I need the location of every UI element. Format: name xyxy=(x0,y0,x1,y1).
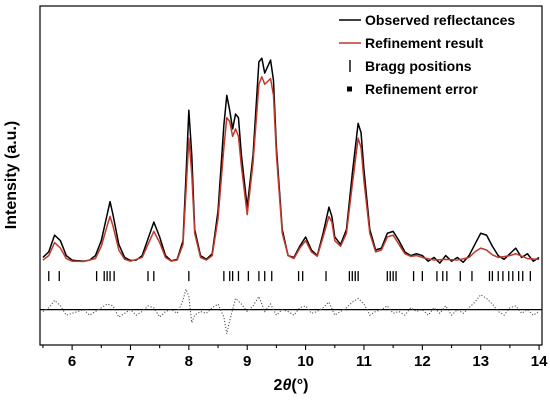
x-tick-label: 9 xyxy=(243,353,251,370)
legend-item: Refinement result xyxy=(339,35,484,51)
x-axis-title-symbol: θ xyxy=(282,377,291,394)
x-tick-label: 7 xyxy=(126,353,134,370)
x-tick-label: 10 xyxy=(297,353,314,370)
legend-square-icon xyxy=(347,86,352,92)
x-axis: 6 7 8 9 10 11 12 13 14 xyxy=(42,345,548,370)
legend-item: Bragg positions xyxy=(349,58,472,74)
x-tick-label: 8 xyxy=(185,353,193,370)
x-tick-label: 12 xyxy=(414,353,431,370)
legend: Observed reflectances Refinement result Br… xyxy=(339,12,515,97)
legend-item: Refinement error xyxy=(347,81,478,97)
x-tick-label: 11 xyxy=(356,353,372,370)
x-axis-title-prefix: 2 xyxy=(274,377,283,394)
x-tick-label: 6 xyxy=(68,353,76,370)
y-axis-title: Intensity (a.u.) xyxy=(3,121,20,229)
legend-label: Observed reflectances xyxy=(365,12,515,28)
legend-item: Observed reflectances xyxy=(339,12,515,28)
legend-label: Bragg positions xyxy=(365,58,472,74)
plot-frame xyxy=(39,5,543,346)
series-refinement-result xyxy=(42,76,540,263)
plot-area xyxy=(40,57,542,334)
x-tick-label: 14 xyxy=(531,353,548,370)
legend-label: Refinement error xyxy=(365,81,478,97)
x-axis-title-unit: (°) xyxy=(291,377,308,394)
series-refinement-error xyxy=(42,287,540,334)
legend-label: Refinement result xyxy=(365,35,484,51)
x-tick-label: 13 xyxy=(472,353,489,370)
x-axis-title: 2θ(°) xyxy=(274,377,309,394)
